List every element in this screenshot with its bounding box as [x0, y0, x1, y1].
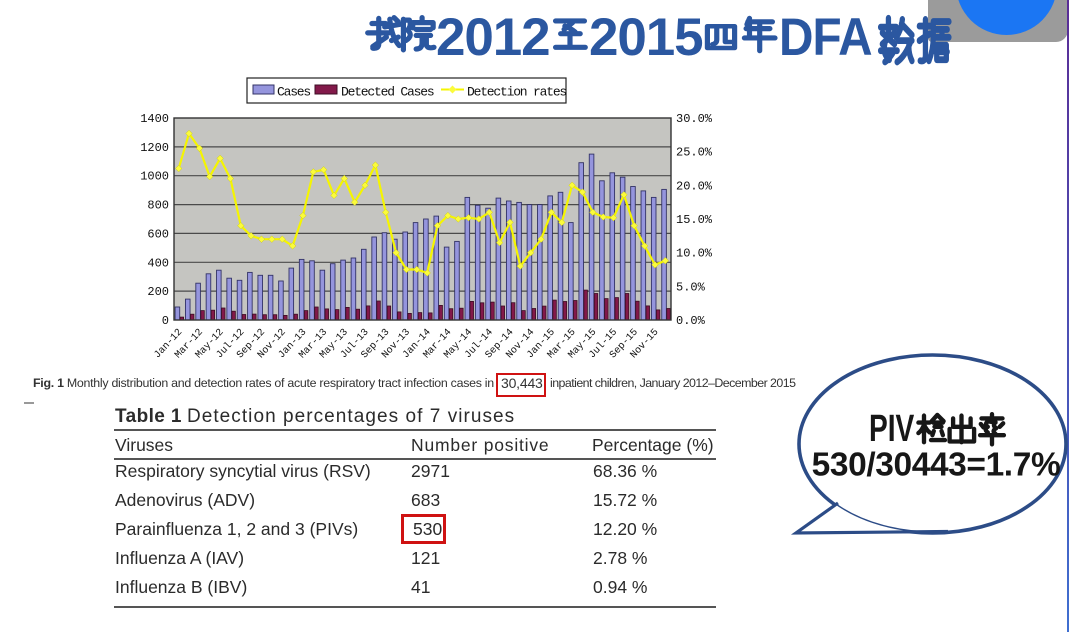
svg-text:Cases: Cases: [277, 85, 310, 100]
svg-text:Detection rates: Detection rates: [467, 85, 566, 100]
svg-text:1200: 1200: [140, 141, 169, 155]
svg-text:2012: 2012: [436, 8, 550, 67]
svg-text:5.0%: 5.0%: [676, 280, 706, 294]
svg-text:Detected Cases: Detected Cases: [341, 85, 434, 100]
svg-text:15.0%: 15.0%: [676, 213, 713, 227]
svg-text:0.0%: 0.0%: [676, 314, 706, 328]
svg-text:600: 600: [147, 227, 169, 241]
svg-text:PIV: PIV: [869, 408, 915, 450]
svg-text:2015: 2015: [589, 8, 703, 67]
svg-text:10.0%: 10.0%: [676, 247, 713, 261]
svg-text:20.0%: 20.0%: [676, 179, 713, 193]
svg-text:0: 0: [162, 314, 169, 328]
svg-text:400: 400: [147, 256, 169, 270]
svg-text:1000: 1000: [140, 170, 169, 184]
svg-text:DFA: DFA: [779, 7, 872, 67]
svg-text:1400: 1400: [140, 112, 169, 126]
svg-text:30.0%: 30.0%: [676, 112, 713, 126]
svg-text:200: 200: [147, 285, 169, 299]
svg-text:800: 800: [147, 199, 169, 213]
svg-text:25.0%: 25.0%: [676, 146, 713, 160]
svg-text:530/30443=1.7%: 530/30443=1.7%: [812, 447, 1061, 484]
